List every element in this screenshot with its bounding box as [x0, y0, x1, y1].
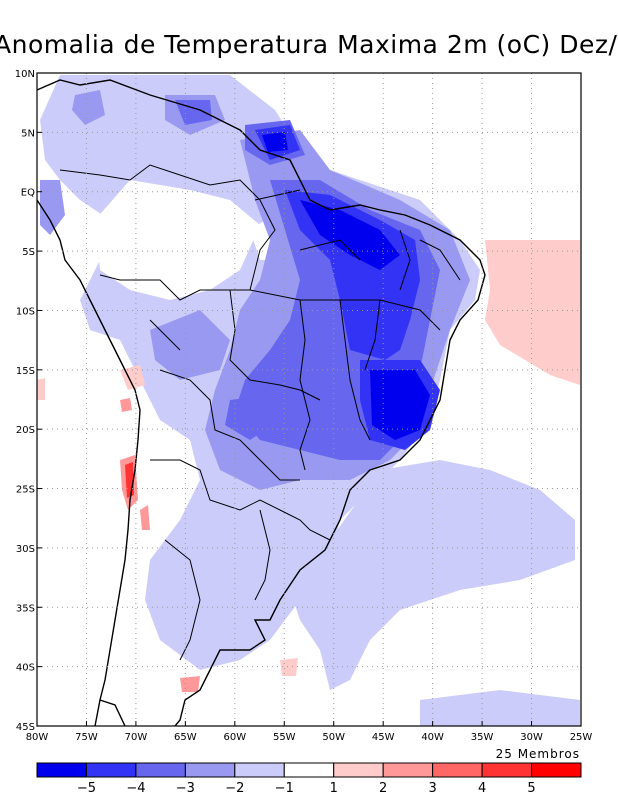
anomaly-field [37, 75, 580, 726]
lon-label: 35W [471, 732, 494, 743]
lat-label: 45S [16, 722, 35, 733]
lat-label: 30S [16, 544, 35, 555]
lat-label: 5S [22, 247, 35, 258]
colorbar-label: 2 [379, 781, 387, 796]
colorbar-label: −1 [275, 781, 294, 796]
lon-label: 60W [224, 732, 247, 743]
lat-label: 40S [16, 663, 35, 674]
political-borders [59, 164, 461, 661]
colorbar-swatch [283, 762, 335, 778]
colorbar-label: −3 [176, 781, 195, 796]
lat-label: 35S [16, 603, 35, 614]
colorbar-swatch [333, 762, 384, 778]
graticule [37, 73, 581, 726]
colorbar-label: −5 [77, 781, 96, 796]
colorbar-swatch [481, 762, 533, 778]
lon-label: 75W [75, 732, 98, 743]
lon-label: 30W [520, 732, 543, 743]
lon-label: 80W [26, 732, 49, 743]
longitude-labels: 80W 75W 70W 65W 60W 55W 50W 45W 40W 35W 30W 25W [26, 721, 593, 743]
colorbar-swatch [432, 762, 483, 778]
latitude-labels: 10N 5N EQ 5S 10S 15S 20S 25S 30S 35S 40S 45S [15, 69, 42, 733]
lon-label: 65W [174, 732, 197, 743]
colorbar-label: 3 [428, 781, 436, 796]
lat-label: 25S [16, 485, 35, 496]
colorbar-labels: −5 −4 −3 −2 −1 1 2 3 4 5 [77, 781, 536, 796]
lon-label: 45W [372, 732, 395, 743]
lat-label: 10S [16, 306, 35, 317]
colorbar-swatch [85, 762, 137, 778]
colorbar-swatch [135, 762, 186, 778]
colorbar-label: −4 [126, 781, 145, 796]
colorbar-label: −2 [225, 781, 244, 796]
plot-frame [36, 72, 582, 727]
colorbar-label: 4 [478, 781, 486, 796]
lat-label: 15S [16, 366, 35, 377]
lat-label: 5N [21, 128, 35, 139]
colorbar-swatch [382, 762, 434, 778]
colorbar-swatch [184, 762, 236, 778]
colorbar-swatch [36, 762, 87, 778]
colorbar-swatch [234, 762, 285, 778]
colorbar [36, 762, 582, 778]
members-note: 25 Membros [496, 747, 580, 761]
colorbar-label: 1 [330, 781, 338, 796]
lon-label: 50W [322, 732, 345, 743]
coastlines [37, 79, 486, 726]
lon-label: 70W [125, 732, 148, 743]
map-title: Anomalia de Temperatura Maxima 2m (oC) D… [0, 30, 618, 59]
colorbar-label: 5 [527, 781, 535, 796]
lat-label: 10N [15, 69, 35, 80]
lon-label: 55W [273, 732, 296, 743]
lat-label: EQ [21, 188, 35, 199]
lat-label: 20S [16, 425, 35, 436]
colorbar-swatch [531, 762, 582, 778]
lon-label: 25W [570, 732, 593, 743]
lon-label: 40W [421, 732, 444, 743]
